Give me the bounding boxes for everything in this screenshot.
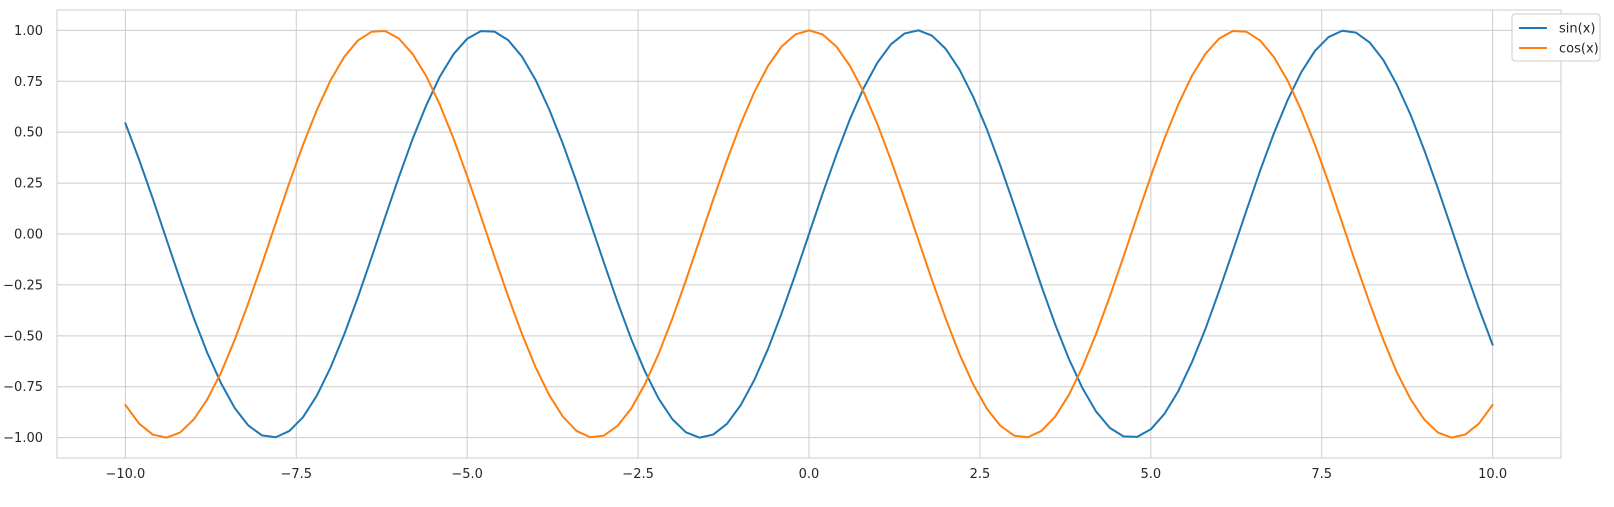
- series-lines: [124, 29, 1494, 439]
- x-tick-label: 10.0: [1478, 467, 1507, 482]
- series-line-sin: [124, 29, 1494, 439]
- x-tick-label: 5.0: [1140, 467, 1161, 482]
- plot-frame: [56, 9, 1562, 459]
- x-tick-label: −2.5: [622, 467, 654, 482]
- y-tick-label: 0.50: [14, 126, 43, 141]
- y-tick-label: −0.50: [3, 329, 43, 344]
- x-tick-label: −7.5: [280, 467, 312, 482]
- x-tick-label: −10.0: [105, 467, 145, 482]
- legend: sin(x) cos(x): [1511, 13, 1601, 62]
- legend-label-sin: sin(x): [1559, 22, 1595, 37]
- y-tick-label: −0.25: [3, 278, 43, 293]
- legend-box: [1511, 13, 1601, 62]
- y-tick-label: 0.75: [14, 75, 43, 90]
- y-axis-tick-labels: −1.00 −0.75 −0.50 −0.25 0.00 0.25 0.50 0.75 1.00: [3, 24, 43, 446]
- x-tick-label: 0.0: [799, 467, 820, 482]
- y-tick-label: 0.00: [14, 228, 43, 243]
- y-tick-label: −1.00: [3, 431, 43, 446]
- legend-label-cos: cos(x): [1559, 42, 1599, 57]
- y-tick-label: 0.25: [14, 177, 43, 192]
- y-tick-label: −0.75: [3, 380, 43, 395]
- x-tick-label: −5.0: [451, 467, 483, 482]
- y-tick-label: 1.00: [14, 24, 43, 39]
- x-tick-label: 7.5: [1311, 467, 1332, 482]
- x-axis-tick-labels: −10.0 −7.5 −5.0 −2.5 0.0 2.5 5.0 7.5 10.0: [105, 467, 1507, 482]
- x-tick-label: 2.5: [970, 467, 991, 482]
- series-line-cos: [124, 29, 1494, 439]
